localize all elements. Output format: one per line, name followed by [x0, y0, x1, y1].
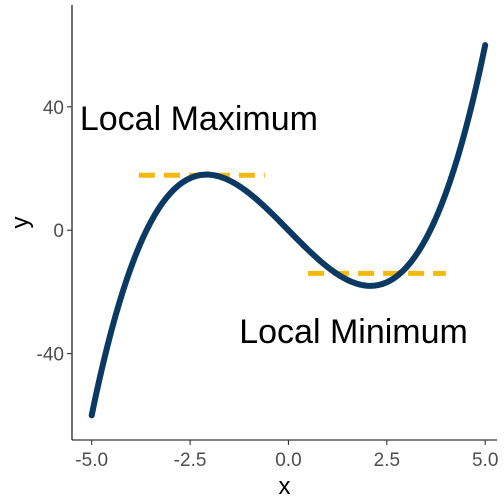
- y-ticks: -40 0 40: [37, 98, 72, 366]
- y-tick-label: -40: [37, 345, 64, 366]
- y-tick-label: 40: [43, 98, 64, 119]
- x-tick-label: -5.0: [75, 450, 108, 471]
- x-tick-label: 5.0: [472, 450, 498, 471]
- y-axis-title: y: [7, 217, 34, 229]
- x-ticks: -5.0 -2.5 0.0 2.5 5.0: [75, 440, 498, 471]
- axes: [71, 5, 497, 441]
- annotation-2: Local Minimum: [239, 313, 468, 351]
- x-axis-title: x: [279, 473, 291, 500]
- x-tick-label: -2.5: [174, 450, 207, 471]
- annotation-1: Local Maximum: [80, 100, 318, 138]
- reference-lines: [138, 172, 446, 276]
- annotations: Local Maximum Local Minimum: [80, 100, 468, 351]
- x-tick-label: 2.5: [374, 450, 400, 471]
- y-tick-label: 0: [53, 221, 64, 242]
- series-line-1: [88, 42, 489, 419]
- series-layer: [88, 42, 489, 419]
- x-tick-label: 0.0: [275, 450, 301, 471]
